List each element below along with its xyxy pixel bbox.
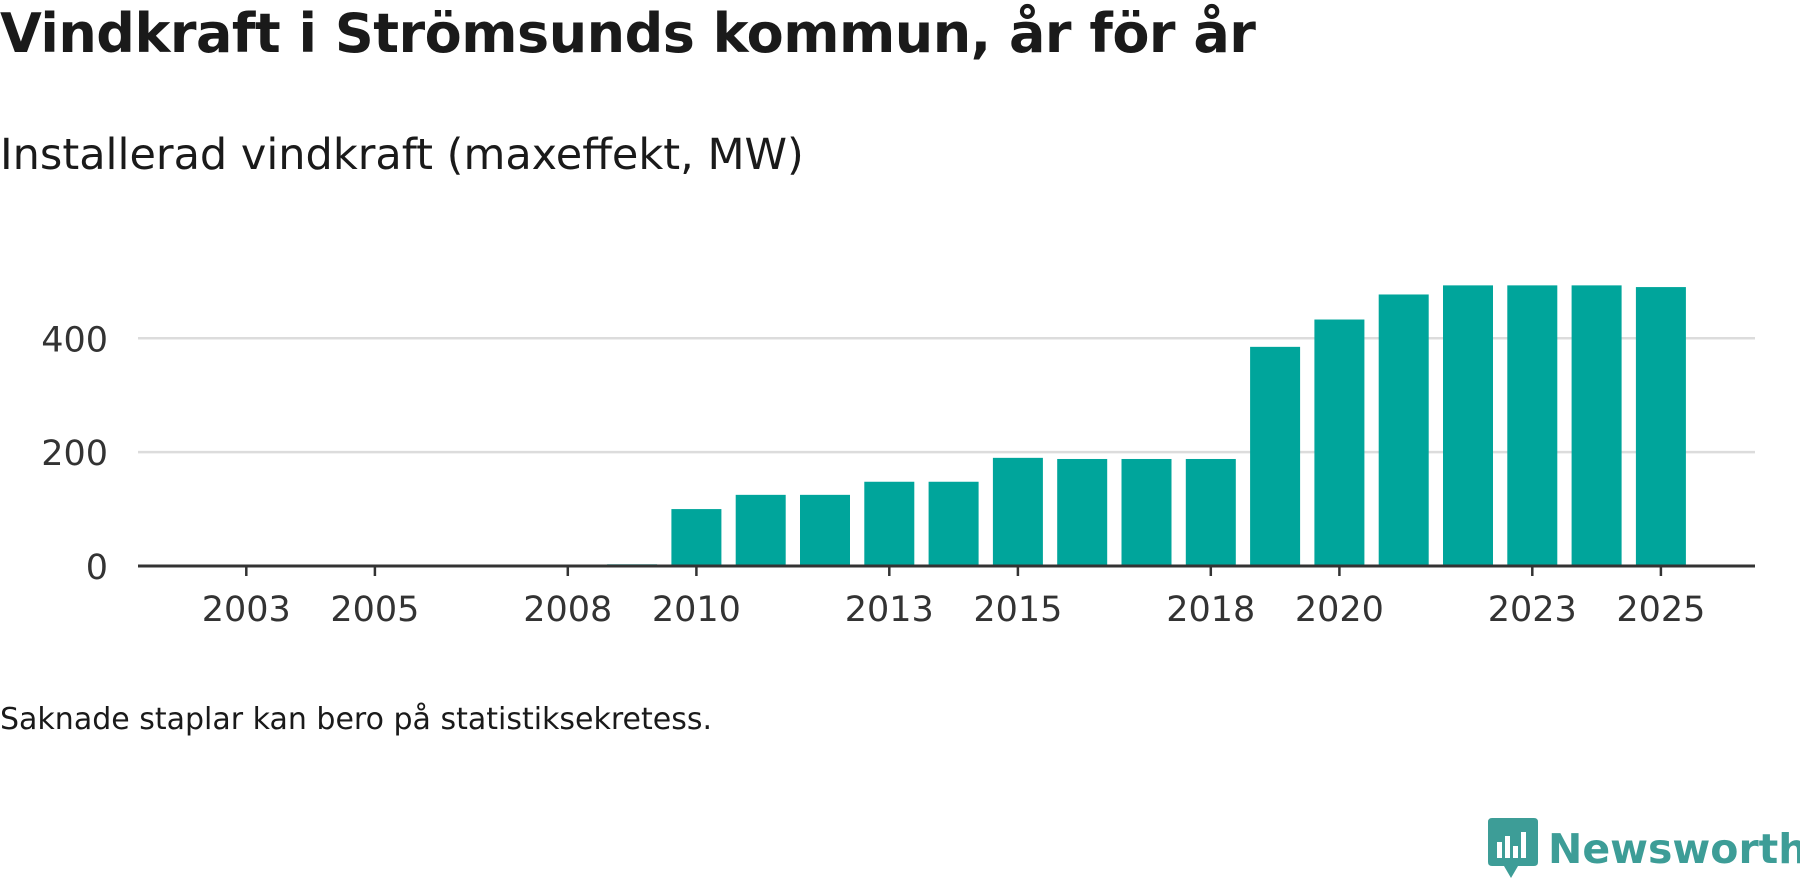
x-tick-label: 2015 xyxy=(973,590,1062,630)
bar xyxy=(1057,458,1108,566)
x-tick-label: 2005 xyxy=(330,590,419,630)
bar xyxy=(671,509,722,566)
brand-name: Newsworthy xyxy=(1548,825,1800,873)
x-tick-label: 2008 xyxy=(523,590,612,630)
bar xyxy=(735,494,786,566)
bar xyxy=(864,481,915,566)
x-tick-label: 2025 xyxy=(1616,590,1705,630)
x-tick-label: 2023 xyxy=(1488,590,1577,630)
footnote: Saknade staplar kan bero på statistiksek… xyxy=(0,702,713,737)
bar xyxy=(1121,458,1172,566)
brand-logo: Newsworthy xyxy=(1488,818,1800,880)
x-tick-label: 2003 xyxy=(202,590,291,630)
x-tick-label: 2020 xyxy=(1295,590,1384,630)
bar xyxy=(1507,285,1558,566)
bar xyxy=(1185,458,1236,566)
bar xyxy=(800,494,850,566)
y-tick-label: 0 xyxy=(86,548,108,588)
chart-title: Vindkraft i Strömsunds kommun, år för år xyxy=(0,2,1256,65)
x-tick-label: 2010 xyxy=(652,590,741,630)
bar-chart: 0 200 400 2003 2005 2008 2010 2013 2015 2018 2020 2… xyxy=(41,285,1755,630)
chart-subtitle: Installerad vindkraft (maxeffekt, MW) xyxy=(0,130,804,180)
bar xyxy=(1443,285,1493,566)
y-tick-label: 400 xyxy=(41,320,108,360)
bar xyxy=(928,481,979,566)
bar xyxy=(1250,346,1301,566)
bar xyxy=(1635,287,1686,566)
bar xyxy=(1378,294,1429,566)
newsworthy-logo-icon xyxy=(1488,818,1538,878)
x-tick-label: 2018 xyxy=(1166,590,1255,630)
bar xyxy=(1314,319,1365,566)
bar xyxy=(992,457,1043,566)
bar xyxy=(1571,285,1622,566)
x-tick-label: 2013 xyxy=(845,590,934,630)
y-tick-label: 200 xyxy=(41,434,108,474)
